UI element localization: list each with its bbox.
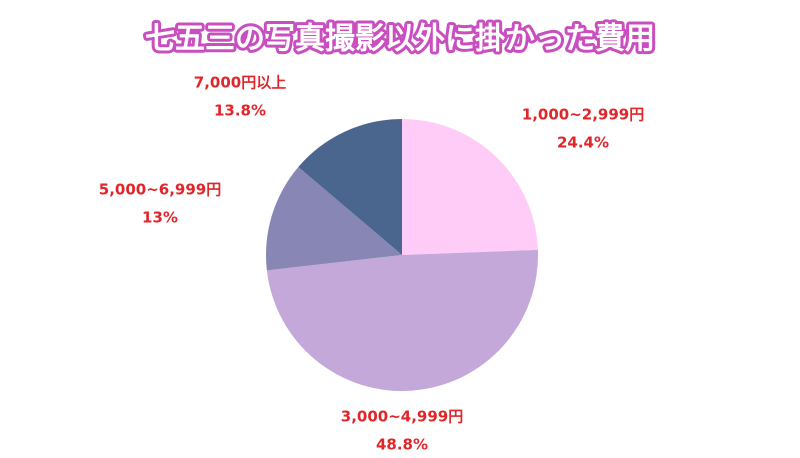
slice-value-label: 13.8% xyxy=(214,102,266,120)
slice-value-label: 48.8% xyxy=(376,436,428,454)
slice-category-label: 5,000~6,999円 xyxy=(99,181,221,199)
pie-slice xyxy=(402,119,538,255)
slice-value-label: 13% xyxy=(142,209,178,227)
slice-value-label: 24.4% xyxy=(557,134,609,152)
pie-slice xyxy=(298,119,402,255)
slice-category-label: 1,000~2,999円 xyxy=(522,106,644,124)
slice-category-label: 3,000~4,999円 xyxy=(341,408,463,426)
pie-slice xyxy=(266,249,538,391)
slice-category-label: 7,000円以上 xyxy=(194,74,286,92)
chart-title: 七五三の写真撮影以外に掛かった費用 xyxy=(145,22,655,57)
pie-slice xyxy=(266,167,402,271)
